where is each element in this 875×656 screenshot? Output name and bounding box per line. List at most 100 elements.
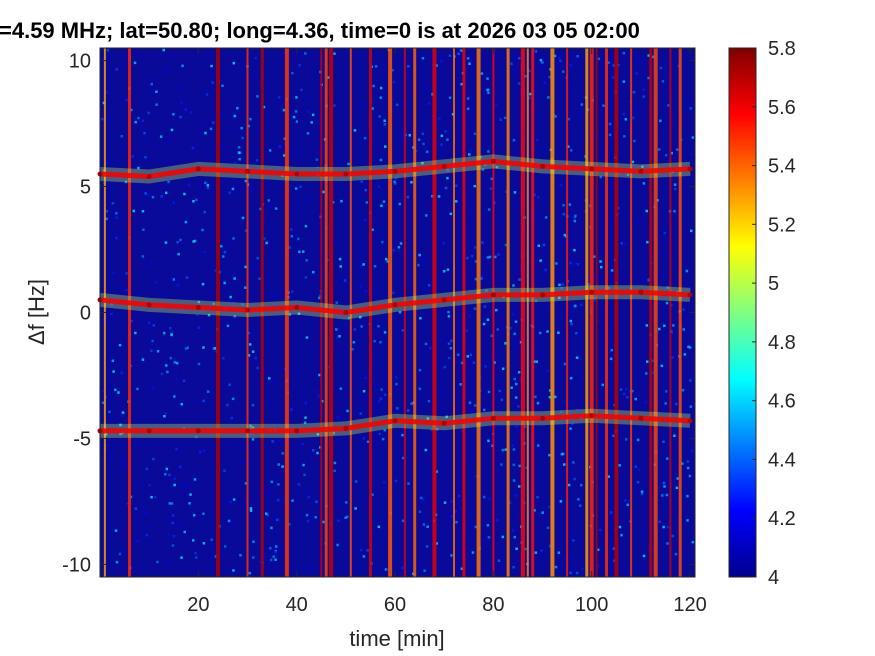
noise-speckle bbox=[408, 134, 411, 137]
noise-speckle bbox=[481, 241, 484, 244]
noise-speckle bbox=[114, 388, 117, 392]
noise-speckle bbox=[513, 535, 516, 539]
noise-speckle bbox=[299, 185, 302, 189]
noise-speckle bbox=[179, 238, 182, 242]
noise-speckle bbox=[536, 495, 539, 499]
noise-speckle bbox=[465, 83, 468, 86]
noise-speckle bbox=[380, 388, 383, 391]
noise-speckle bbox=[684, 105, 688, 108]
noise-speckle bbox=[607, 154, 610, 158]
noise-speckle bbox=[354, 480, 358, 483]
noise-speckle bbox=[626, 173, 630, 176]
noise-speckle bbox=[444, 491, 448, 495]
noise-speckle bbox=[371, 493, 374, 496]
noise-speckle bbox=[332, 431, 335, 435]
noise-speckle bbox=[576, 55, 579, 58]
noise-speckle bbox=[670, 331, 674, 335]
noise-speckle bbox=[248, 343, 252, 346]
interference-stripe bbox=[605, 48, 608, 577]
noise-speckle bbox=[154, 543, 157, 547]
noise-speckle bbox=[167, 180, 170, 184]
noise-speckle bbox=[114, 529, 118, 532]
noise-speckle bbox=[197, 519, 200, 522]
noise-speckle bbox=[171, 514, 175, 517]
noise-speckle bbox=[373, 383, 377, 386]
noise-speckle bbox=[300, 88, 303, 92]
noise-speckle bbox=[297, 237, 300, 241]
noise-speckle bbox=[172, 278, 175, 281]
noise-speckle bbox=[665, 301, 669, 305]
noise-speckle bbox=[394, 479, 398, 483]
noise-speckle bbox=[636, 438, 640, 442]
noise-speckle bbox=[359, 412, 362, 415]
noise-speckle bbox=[162, 48, 165, 52]
noise-speckle bbox=[378, 115, 381, 118]
noise-speckle bbox=[322, 274, 326, 278]
noise-speckle bbox=[201, 228, 204, 232]
noise-speckle bbox=[573, 305, 576, 308]
trace-point bbox=[294, 171, 300, 177]
noise-speckle bbox=[473, 404, 477, 407]
noise-speckle bbox=[663, 485, 666, 488]
interference-stripe bbox=[216, 48, 220, 577]
trace-point bbox=[195, 166, 201, 172]
noise-speckle bbox=[204, 181, 207, 184]
noise-speckle bbox=[124, 180, 128, 184]
noise-speckle bbox=[200, 185, 204, 189]
noise-speckle bbox=[336, 416, 340, 419]
noise-speckle bbox=[165, 191, 168, 195]
noise-speckle bbox=[166, 370, 169, 374]
noise-speckle bbox=[454, 510, 457, 513]
noise-speckle bbox=[288, 313, 291, 316]
noise-speckle bbox=[523, 75, 527, 78]
noise-speckle bbox=[333, 461, 337, 465]
y-axis-label: Δf [Hz] bbox=[24, 279, 49, 345]
noise-speckle bbox=[686, 519, 689, 522]
noise-speckle bbox=[438, 362, 441, 365]
noise-speckle bbox=[232, 237, 235, 240]
noise-speckle bbox=[574, 214, 577, 217]
noise-speckle bbox=[641, 165, 644, 168]
noise-speckle bbox=[425, 545, 429, 548]
noise-speckle bbox=[336, 543, 339, 547]
noise-speckle bbox=[254, 266, 257, 270]
noise-speckle bbox=[360, 265, 363, 268]
noise-speckle bbox=[473, 246, 477, 249]
colorbar-ticks: 5.8 5.6 5.4 5.2 5 4.8 4.6 4.4 4.2 4 bbox=[752, 38, 796, 589]
noise-speckle bbox=[318, 373, 321, 377]
trace-point bbox=[540, 163, 546, 169]
noise-speckle bbox=[172, 201, 175, 204]
noise-speckle bbox=[149, 261, 153, 265]
noise-speckle bbox=[619, 388, 623, 391]
noise-speckle bbox=[130, 319, 133, 323]
noise-speckle bbox=[152, 457, 155, 461]
noise-speckle bbox=[271, 440, 274, 443]
noise-speckle bbox=[234, 186, 237, 190]
noise-speckle bbox=[237, 151, 241, 154]
noise-speckle bbox=[541, 61, 544, 64]
noise-speckle bbox=[316, 451, 319, 455]
trace-point bbox=[540, 415, 546, 421]
noise-speckle bbox=[423, 569, 426, 572]
noise-speckle bbox=[383, 119, 386, 122]
noise-speckle bbox=[163, 415, 166, 418]
noise-speckle bbox=[423, 139, 427, 142]
noise-speckle bbox=[596, 548, 600, 551]
noise-speckle bbox=[458, 50, 461, 54]
trace-point bbox=[441, 420, 447, 426]
noise-speckle bbox=[641, 277, 644, 281]
noise-speckle bbox=[570, 262, 574, 265]
noise-speckle bbox=[625, 387, 628, 391]
noise-speckle bbox=[290, 290, 294, 293]
noise-speckle bbox=[514, 57, 517, 60]
noise-speckle bbox=[548, 75, 551, 79]
noise-speckle bbox=[401, 433, 404, 437]
noise-speckle bbox=[670, 151, 673, 155]
noise-speckle bbox=[101, 321, 105, 325]
noise-speckle bbox=[231, 397, 235, 401]
noise-speckle bbox=[125, 272, 128, 275]
noise-speckle bbox=[425, 214, 428, 217]
noise-speckle bbox=[429, 282, 432, 285]
noise-speckle bbox=[198, 450, 202, 454]
noise-speckle bbox=[281, 465, 284, 468]
